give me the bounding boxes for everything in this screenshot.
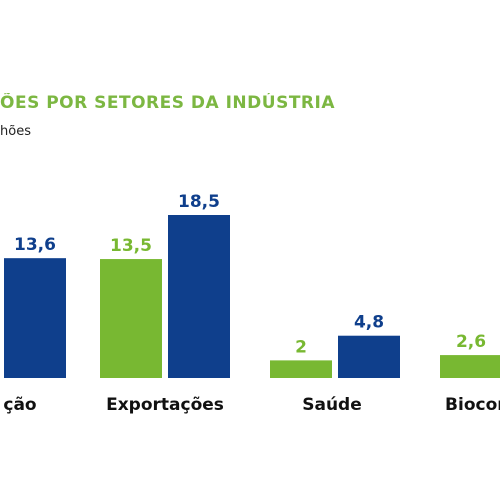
labels-layer: 13,6 13,5 18,5 2 4,8 2,6	[14, 192, 486, 357]
value-label-exportacoes-green: 13,5	[110, 236, 152, 256]
bar-exportacoes-blue	[168, 215, 230, 378]
bar-saude-green	[270, 360, 332, 378]
chart-title: ÕES POR SETORES DA INDÚSTRIA	[0, 93, 335, 113]
chart-subtitle: hões	[0, 124, 31, 139]
category-label-exportacoes: Exportações	[106, 395, 224, 415]
bar-biocom-green	[440, 355, 500, 378]
value-label-exportacoes-blue: 18,5	[178, 192, 220, 212]
value-label-saude-blue: 4,8	[354, 313, 384, 333]
value-label-cao-blue: 13,6	[14, 235, 56, 255]
bar-saude-blue	[338, 335, 400, 378]
value-label-biocom-green: 2,6	[456, 332, 486, 352]
value-label-saude-green: 2	[295, 337, 307, 357]
bars-layer	[4, 215, 500, 378]
bar-exportacoes-green	[100, 259, 162, 378]
category-label-biocom: Biocom	[445, 395, 500, 415]
category-label-saude: Saúde	[302, 395, 362, 415]
bar-cao-blue	[4, 258, 66, 378]
categories-layer: ção Exportações Saúde Biocom	[3, 395, 500, 415]
category-label-cao: ção	[3, 395, 36, 415]
